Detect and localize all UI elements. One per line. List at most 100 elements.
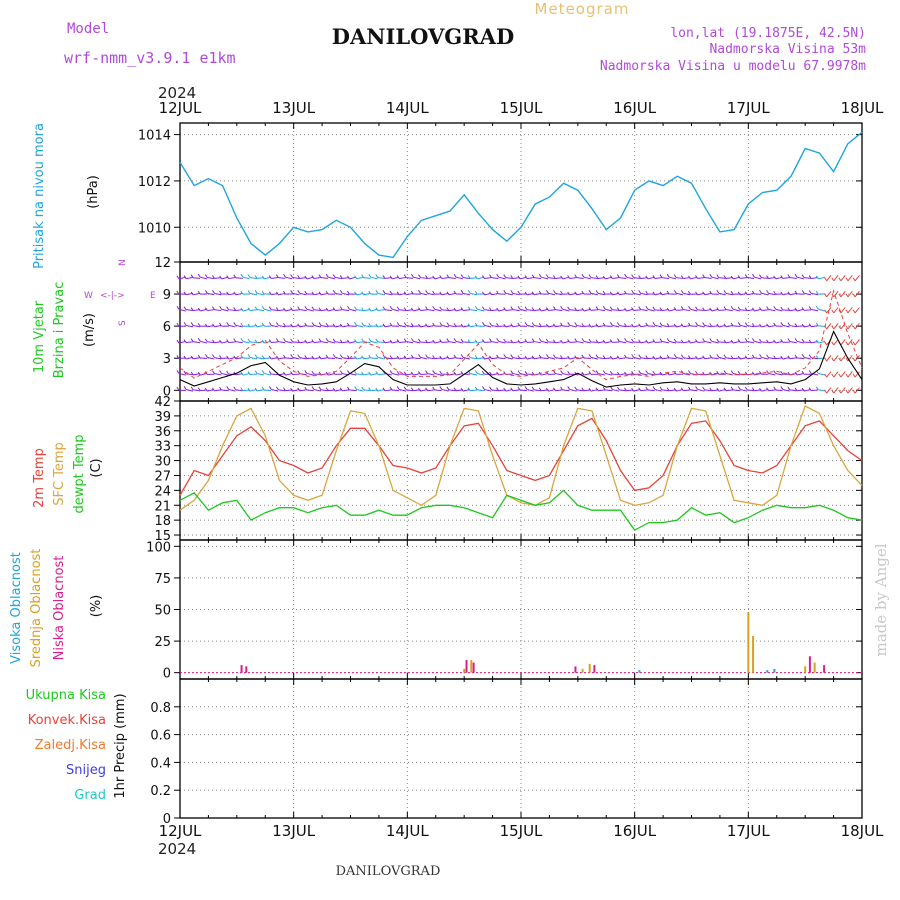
wind-barb-flag — [687, 386, 691, 391]
wind-barb-flag — [787, 291, 791, 296]
y-tick-label: 1012 — [138, 175, 171, 190]
wind-barb — [562, 340, 570, 344]
wind-barb-flag — [673, 274, 677, 278]
wind-barb-flag — [304, 386, 308, 391]
y-tick-label: 27 — [154, 469, 171, 484]
wind-barb — [854, 323, 860, 330]
wind-barb — [427, 324, 435, 328]
wind-barb — [576, 357, 584, 360]
wind-barb-flag — [339, 370, 343, 374]
wind-barb — [590, 277, 598, 279]
compass-s: S — [118, 320, 128, 326]
wind-barb — [370, 308, 378, 312]
wind-barb-flag — [723, 339, 727, 344]
wind-barb-flag — [304, 275, 308, 280]
wind-barb-flag — [545, 323, 549, 328]
wind-barb — [676, 324, 684, 328]
wind-barb-flag — [602, 322, 606, 327]
wind-barb-flag — [183, 386, 187, 390]
wind-barb-flag — [723, 290, 727, 294]
wind-barb — [292, 309, 300, 312]
cloud-low-bar — [472, 662, 475, 673]
wind-barb-flag — [716, 354, 720, 358]
wind-barb-flag — [410, 338, 414, 342]
wind-barb-flag — [226, 386, 230, 390]
wind-barb-flag — [737, 322, 741, 326]
wind-barb-flag — [759, 323, 762, 328]
wind-barb-flag — [304, 355, 308, 359]
wind-barb-flag — [517, 386, 521, 391]
wind-barb-flag — [801, 274, 805, 278]
wind-barb-flag — [439, 306, 443, 311]
wind-barb-flag — [453, 354, 457, 359]
wind-barb — [562, 276, 570, 280]
wind-barb — [505, 292, 513, 296]
wind-barb-flag — [680, 339, 684, 344]
wind-barb — [363, 292, 371, 296]
wind-barb — [200, 340, 208, 344]
wind-barb-flag — [808, 387, 812, 391]
wind-barb-flag — [595, 306, 599, 310]
wind-barb — [811, 277, 819, 280]
wind-barb-flag — [354, 322, 357, 326]
wind-barb — [818, 308, 826, 312]
wind-barb-flag — [581, 387, 585, 392]
wind-barb — [811, 357, 819, 360]
wind-barb-flag — [838, 293, 842, 298]
wind-barb — [377, 309, 385, 311]
wind-barb — [320, 324, 328, 328]
cloud-axis-unit: (%) — [89, 595, 104, 618]
wind-barb-flag — [709, 323, 713, 327]
wind-barb-flag — [389, 339, 393, 344]
wind-barb — [732, 357, 741, 360]
wind-barb-flag — [418, 290, 421, 294]
wind-barb-flag — [624, 338, 627, 342]
wind-barb-flag — [766, 339, 769, 344]
wind-barb — [725, 309, 733, 312]
wind-barb — [854, 387, 860, 394]
wind-barb-flag — [247, 274, 251, 278]
wind-barb-flag — [666, 323, 670, 327]
wind-barb — [519, 357, 527, 360]
wind-barb — [491, 325, 499, 328]
wind-barb — [413, 389, 421, 392]
wind-barb — [725, 277, 733, 280]
wind-barb-flag — [354, 386, 357, 390]
wind-barb — [185, 309, 194, 312]
wind-barb — [555, 292, 563, 296]
wind-barb-flag — [425, 275, 428, 279]
wind-barb-flag — [481, 370, 485, 375]
wind-barb-flag — [283, 387, 286, 391]
wind-barb — [420, 341, 428, 343]
wind-barb — [626, 276, 634, 280]
wind-barb-flag — [524, 370, 528, 375]
wind-barb-flag — [794, 338, 798, 342]
wind-barb — [299, 309, 307, 312]
wind-barb — [463, 356, 471, 360]
wind-barb-flag — [275, 338, 279, 342]
wind-barb-flag — [680, 323, 684, 328]
wind-barb — [519, 276, 527, 280]
dewpoint-series-line — [179, 489, 863, 531]
wind-barb-flag — [773, 290, 777, 295]
wind-barb-flag — [766, 370, 770, 374]
wind-barb — [264, 276, 272, 280]
wind-barb — [491, 341, 499, 344]
wind-barb-flag — [254, 290, 258, 294]
wind-barb — [185, 324, 193, 328]
wind-barb-flag — [382, 290, 386, 294]
wind-barb — [484, 309, 492, 311]
wind-barb-flag — [609, 370, 613, 375]
wind-barb — [328, 276, 336, 280]
wind-barb — [704, 357, 712, 360]
wind-barb-flag — [297, 339, 301, 344]
wind-barb-flag — [831, 309, 835, 314]
wind-barb — [221, 372, 229, 376]
wind-barb-flag — [325, 322, 329, 327]
wind-barb-flag — [389, 305, 393, 310]
wind-barb-flag — [773, 305, 777, 310]
wind-barb-flag — [425, 370, 428, 374]
wind-barb-flag — [845, 357, 849, 362]
wind-barb-flag — [219, 386, 222, 391]
model-name: wrf-nmm_v3.9.1 e1km — [64, 49, 236, 67]
